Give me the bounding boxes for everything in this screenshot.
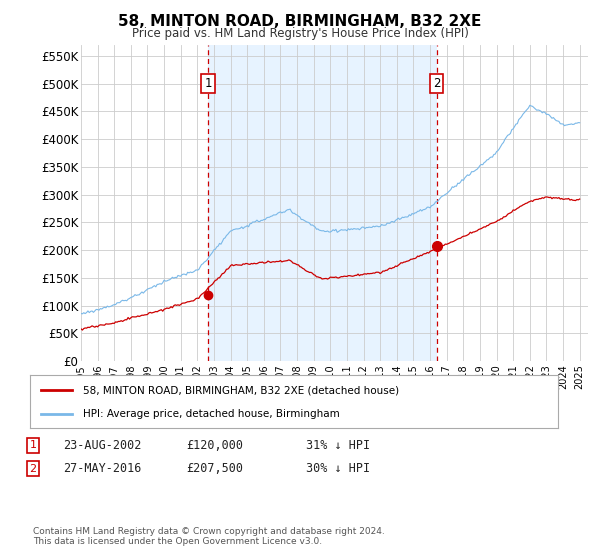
Text: 23-AUG-2002: 23-AUG-2002 [63, 438, 142, 452]
Text: Price paid vs. HM Land Registry's House Price Index (HPI): Price paid vs. HM Land Registry's House … [131, 27, 469, 40]
Bar [208, 45, 437, 361]
Text: £207,500: £207,500 [186, 462, 243, 475]
Text: 58, MINTON ROAD, BIRMINGHAM, B32 2XE (detached house): 58, MINTON ROAD, BIRMINGHAM, B32 2XE (de… [83, 385, 399, 395]
Text: £120,000: £120,000 [186, 438, 243, 452]
Text: 58, MINTON ROAD, BIRMINGHAM, B32 2XE: 58, MINTON ROAD, BIRMINGHAM, B32 2XE [118, 14, 482, 29]
Text: 1: 1 [205, 77, 212, 90]
Text: HPI: Average price, detached house, Birmingham: HPI: Average price, detached house, Birm… [83, 408, 340, 418]
Text: Contains HM Land Registry data © Crown copyright and database right 2024.
This d: Contains HM Land Registry data © Crown c… [33, 526, 385, 546]
Text: 2: 2 [29, 464, 37, 474]
Text: 27-MAY-2016: 27-MAY-2016 [63, 462, 142, 475]
Text: 1: 1 [29, 440, 37, 450]
Text: 2: 2 [433, 77, 440, 90]
Text: 31% ↓ HPI: 31% ↓ HPI [306, 438, 370, 452]
Text: 30% ↓ HPI: 30% ↓ HPI [306, 462, 370, 475]
